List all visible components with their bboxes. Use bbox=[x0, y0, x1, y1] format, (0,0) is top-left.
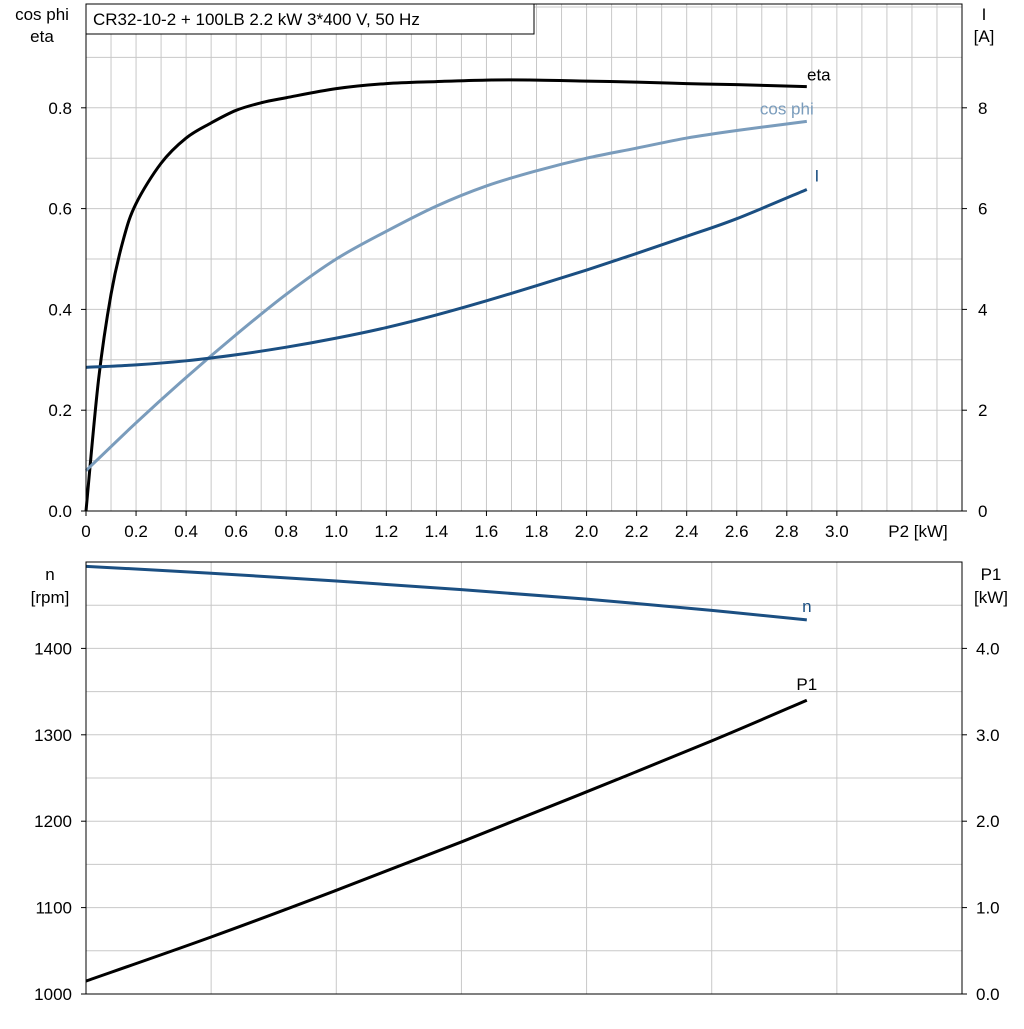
x-tick-label: 1.0 bbox=[324, 522, 348, 541]
series-line-n bbox=[85, 564, 807, 622]
x-tick-label: 0.2 bbox=[124, 522, 148, 541]
x-tick-label: 0.4 bbox=[174, 522, 198, 541]
top-right-axis-label-1: I bbox=[982, 5, 987, 24]
bottom-right-tick-label: 4.0 bbox=[976, 639, 1000, 658]
bottom-chart-grid bbox=[86, 562, 962, 994]
x-tick-label: 1.6 bbox=[475, 522, 499, 541]
x-tick-label: 2.8 bbox=[775, 522, 799, 541]
top-left-tick-label: 0.6 bbox=[48, 200, 72, 219]
series-label-p1: P1 bbox=[796, 675, 817, 694]
bottom-chart-ticks: 1000 1100 1200 1300 1400 0.0 1.0 2.0 3.0 4.0 bbox=[34, 639, 999, 1004]
bottom-right-axis-label-1: P1 bbox=[981, 565, 1002, 584]
bottom-right-tick-label: 2.0 bbox=[976, 812, 1000, 831]
top-right-tick-label: 4 bbox=[978, 300, 987, 319]
top-left-tick-label: 0.0 bbox=[48, 502, 72, 521]
series-line-i bbox=[85, 188, 808, 369]
bottom-left-tick-label: 1400 bbox=[34, 639, 72, 658]
top-right-tick-label: 8 bbox=[978, 99, 987, 118]
top-left-tick-label: 0.2 bbox=[48, 401, 72, 420]
x-tick-label: 2.2 bbox=[625, 522, 649, 541]
bottom-left-tick-label: 1100 bbox=[35, 899, 72, 918]
series-label-eta: eta bbox=[807, 66, 831, 85]
top-chart-ticks: 0 0.2 0.4 0.6 0.8 1.0 1.2 1.4 1.6 1.8 2.0 2.2 2.4 2.6… bbox=[48, 99, 987, 541]
series-label-n: n bbox=[802, 597, 811, 616]
top-right-tick-label: 6 bbox=[978, 200, 987, 219]
x-tick-label: 0 bbox=[81, 522, 90, 541]
bottom-left-tick-label: 1300 bbox=[34, 726, 72, 745]
top-right-tick-label: 2 bbox=[978, 401, 987, 420]
chart-title: CR32-10-2 + 100LB 2.2 kW 3*400 V, 50 Hz bbox=[93, 10, 420, 29]
x-tick-label: 0.8 bbox=[274, 522, 298, 541]
bottom-chart-series: n P1 bbox=[85, 564, 817, 983]
series-line-eta bbox=[84, 78, 807, 512]
top-left-tick-label: 0.4 bbox=[48, 300, 72, 319]
chart-title-box bbox=[85, 3, 535, 35]
bottom-left-axis-label-2: [rpm] bbox=[31, 588, 70, 607]
bottom-right-tick-label: 1.0 bbox=[976, 899, 1000, 918]
x-tick-label: 2.6 bbox=[725, 522, 749, 541]
x-tick-label: 1.2 bbox=[375, 522, 399, 541]
bottom-plot-frame bbox=[85, 561, 963, 995]
series-label-i: I bbox=[814, 166, 819, 185]
bottom-right-tick-label: 3.0 bbox=[976, 726, 1000, 745]
x-tick-label: 3.0 bbox=[825, 522, 849, 541]
x-axis-label: P2 [kW] bbox=[888, 522, 948, 541]
top-right-axis-label-2: [A] bbox=[974, 27, 995, 46]
top-chart-grid bbox=[86, 4, 962, 511]
top-chart-series: eta cos phi I bbox=[84, 66, 831, 512]
bottom-left-tick-label: 1000 bbox=[34, 985, 72, 1004]
top-left-axis-label-2: eta bbox=[30, 27, 54, 46]
top-left-axis-label-1: cos phi bbox=[15, 5, 69, 24]
series-label-cos-phi: cos phi bbox=[760, 99, 814, 118]
top-left-tick-label: 0.8 bbox=[48, 99, 72, 118]
bottom-left-axis-label-1: n bbox=[45, 565, 54, 584]
x-tick-label: 2.4 bbox=[675, 522, 699, 541]
bottom-right-axis-label-2: [kW] bbox=[974, 588, 1008, 607]
x-tick-label: 0.6 bbox=[224, 522, 248, 541]
x-tick-label: 2.0 bbox=[575, 522, 599, 541]
top-right-tick-label: 0 bbox=[978, 502, 987, 521]
series-line-p1 bbox=[85, 698, 808, 983]
series-line-cos-phi bbox=[84, 119, 808, 472]
bottom-right-tick-label: 0.0 bbox=[976, 985, 1000, 1004]
x-tick-label: 1.4 bbox=[425, 522, 449, 541]
bottom-left-tick-label: 1200 bbox=[34, 812, 72, 831]
x-tick-label: 1.8 bbox=[525, 522, 549, 541]
